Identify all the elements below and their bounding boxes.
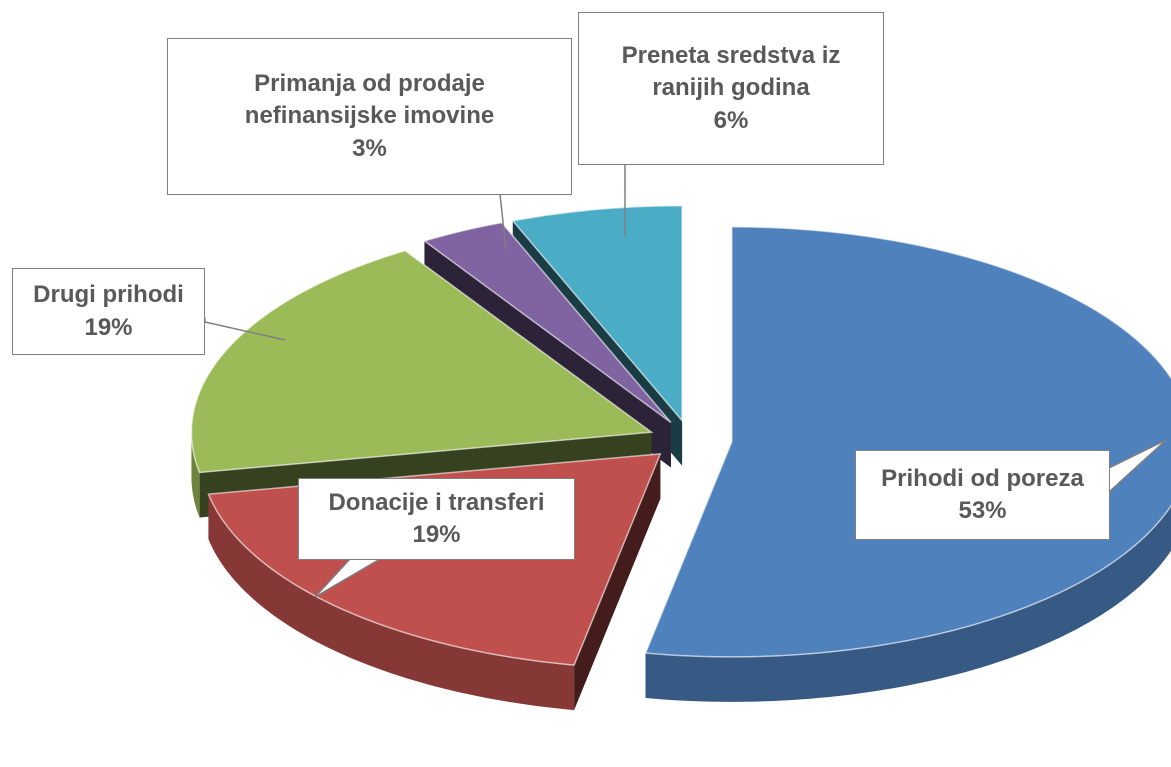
pie-slice (422, 221, 672, 424)
label-value: 53% (958, 497, 1007, 524)
label-name: Drugi prihodi (33, 281, 184, 309)
label-name: Primanja od prodaje nefinansijske imovin… (244, 69, 495, 130)
slice-wall (208, 494, 575, 711)
label-name: Donacije i transferi (328, 488, 545, 516)
leader-line (499, 193, 507, 251)
label-value: 19% (84, 313, 133, 341)
data-label: Preneta sredstva iz ranijih godina 6% (578, 12, 884, 165)
label-name: Prihodi od poreza (881, 464, 1084, 492)
label-value: 3% (352, 134, 387, 162)
label-value: 19% (412, 521, 461, 548)
pie-slice (644, 226, 1171, 658)
pie-slice (511, 204, 683, 423)
leader-line (204, 318, 286, 341)
label-name: Preneta sredstva iz ranijih godina (621, 41, 841, 102)
pie-slice (190, 249, 654, 474)
label-value: 6% (713, 106, 749, 134)
data-label: Donacije i transferi 19% (298, 478, 575, 560)
slice-side (574, 453, 661, 711)
data-label: Primanja od prodaje nefinansijske imovin… (167, 38, 572, 195)
data-label: Prihodi od poreza 53% (855, 450, 1110, 540)
slice-wall (645, 505, 1171, 702)
data-label: Drugi prihodi 19% (12, 268, 205, 355)
